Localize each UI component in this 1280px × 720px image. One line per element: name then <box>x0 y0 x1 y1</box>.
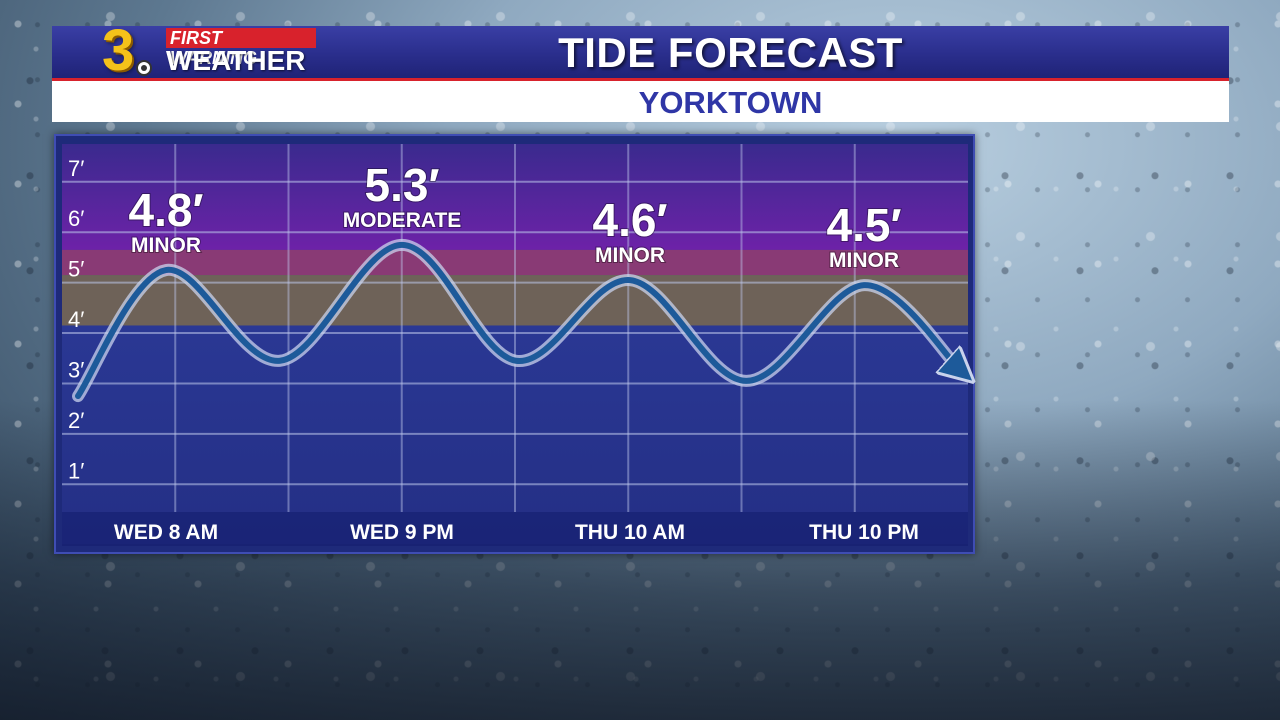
tide-chart: 7′ 6′ 5′ 4′ 3′ 2′ 1′ WED 8 AM WED 9 PM THU 10 AM… <box>62 144 977 546</box>
brand-first-warning: FIRST WARNING <box>166 28 316 68</box>
page-title: TIDE FORECAST <box>558 29 903 76</box>
header-divider <box>52 78 1229 81</box>
y-tick-label: 5′ <box>68 257 84 282</box>
peak-value-label: 4.8′ <box>129 184 204 236</box>
peak-category-label: MODERATE <box>343 209 462 232</box>
station-logo: 3 FIRST WARNING WEATHER <box>96 20 316 84</box>
location-bar <box>52 81 1229 122</box>
peak-value-label: 5.3′ <box>365 159 440 211</box>
tide-line <box>75 241 961 400</box>
x-tick-label: THU 10 AM <box>575 521 685 544</box>
peak-category-label: MINOR <box>829 249 899 272</box>
x-tick-label: THU 10 PM <box>809 521 919 544</box>
peak-value-label: 4.5′ <box>827 199 902 251</box>
band-moderate <box>62 249 968 276</box>
x-tick-label: WED 8 AM <box>114 521 218 544</box>
tide-chart-panel: 7′ 6′ 5′ 4′ 3′ 2′ 1′ WED 8 AM WED 9 PM THU 10 AM… <box>54 134 975 554</box>
y-tick-label: 3′ <box>68 357 84 382</box>
x-axis-band <box>62 512 968 546</box>
y-tick-label: 4′ <box>68 307 84 332</box>
x-tick-label: WED 9 PM <box>350 521 454 544</box>
y-tick-label: 1′ <box>68 458 84 483</box>
y-tick-label: 6′ <box>68 206 84 231</box>
peak-value-label: 4.6′ <box>593 194 668 246</box>
peak-category-label: MINOR <box>595 244 665 267</box>
y-tick-label: 7′ <box>68 156 84 181</box>
peak-category-label: MINOR <box>131 234 201 257</box>
cbs-eye-icon <box>136 60 152 76</box>
channel-number: 3 <box>102 18 135 83</box>
brand-weather: WEATHER <box>166 45 306 76</box>
y-tick-label: 2′ <box>68 408 84 433</box>
location-label: YORKTOWN <box>638 85 823 120</box>
